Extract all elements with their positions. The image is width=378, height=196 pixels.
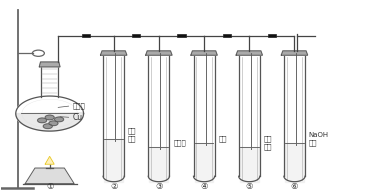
Polygon shape (191, 51, 217, 55)
Polygon shape (149, 147, 168, 182)
Polygon shape (148, 55, 169, 182)
Text: ③: ③ (155, 182, 163, 191)
Polygon shape (25, 168, 74, 184)
Polygon shape (101, 51, 127, 55)
Circle shape (43, 124, 52, 129)
Polygon shape (41, 67, 58, 97)
Circle shape (49, 121, 58, 126)
Polygon shape (16, 96, 84, 131)
Bar (223, 34, 231, 37)
Polygon shape (281, 51, 308, 55)
Text: 氢硫酸: 氢硫酸 (173, 140, 186, 146)
Polygon shape (285, 143, 304, 182)
Polygon shape (194, 55, 215, 182)
Text: ⑤: ⑤ (245, 182, 253, 191)
Polygon shape (103, 55, 124, 182)
Polygon shape (195, 143, 214, 182)
Polygon shape (16, 113, 84, 131)
Polygon shape (240, 147, 259, 182)
Text: Cu: Cu (72, 113, 82, 122)
Polygon shape (104, 139, 123, 182)
Text: 溴水: 溴水 (218, 136, 227, 142)
Text: 浓硫酸: 浓硫酸 (72, 103, 85, 109)
Polygon shape (146, 51, 172, 55)
Polygon shape (236, 51, 262, 55)
Polygon shape (39, 62, 60, 67)
Circle shape (54, 117, 64, 122)
Bar (177, 34, 186, 37)
Text: ⑥: ⑥ (291, 182, 298, 191)
Text: 石蕊
试液: 石蕊 试液 (128, 128, 136, 142)
Text: ②: ② (110, 182, 118, 191)
Circle shape (45, 115, 54, 120)
Bar (132, 34, 140, 37)
Polygon shape (45, 156, 54, 164)
Text: NaOH
溶液: NaOH 溶液 (309, 132, 329, 146)
Bar (268, 34, 276, 37)
Polygon shape (239, 55, 260, 182)
Text: ①: ① (46, 182, 53, 191)
Text: 品红
试液: 品红 试液 (263, 135, 272, 150)
Circle shape (37, 118, 46, 123)
Polygon shape (284, 55, 305, 182)
Text: ④: ④ (200, 182, 208, 191)
Bar (82, 34, 90, 37)
